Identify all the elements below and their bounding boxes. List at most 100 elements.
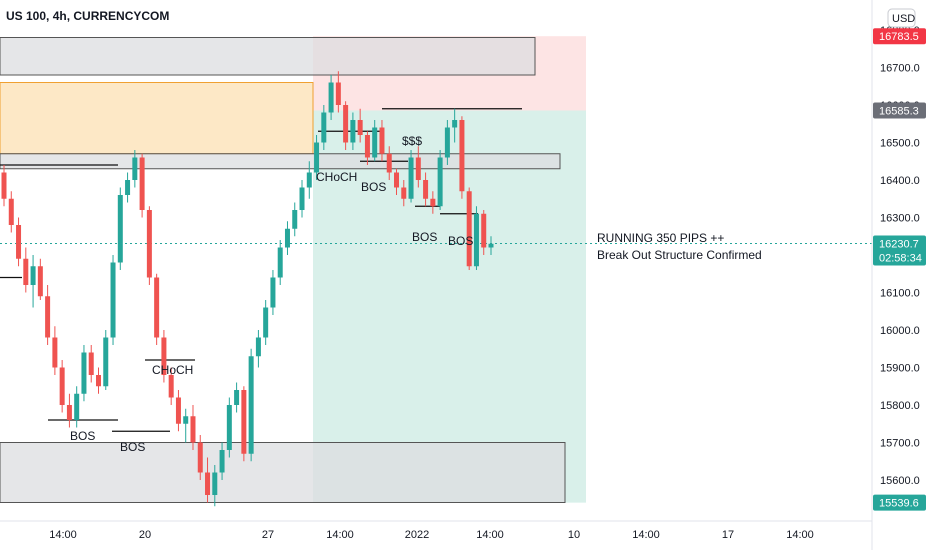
price-badge-value: 16783.5 bbox=[879, 31, 919, 43]
time-tick-label-3: 27 bbox=[262, 529, 274, 541]
candle-31 bbox=[219, 442, 225, 480]
candle-body bbox=[23, 258, 29, 285]
candle-47 bbox=[335, 71, 341, 113]
price-tick-label-2: 15700.0 bbox=[880, 438, 920, 450]
price-tick-label-8: 16300.0 bbox=[880, 213, 920, 225]
candle-body bbox=[314, 142, 320, 173]
price-badge-value: 16585.3 bbox=[879, 106, 919, 118]
candle-44 bbox=[314, 135, 320, 180]
candle-22 bbox=[154, 273, 160, 345]
gray-zone-bottom bbox=[0, 442, 566, 503]
candle-8 bbox=[52, 326, 58, 375]
price-badge-4: 15539.6 bbox=[873, 494, 926, 511]
price-badge-value: 16230.7 bbox=[879, 238, 919, 250]
candle-body bbox=[444, 127, 450, 158]
candle-11 bbox=[74, 386, 80, 428]
candle-7 bbox=[45, 285, 51, 345]
time-tick-label-1: 14:00 bbox=[49, 529, 77, 541]
candle-body bbox=[284, 228, 290, 248]
candle-body bbox=[270, 277, 276, 308]
candle-body bbox=[146, 210, 152, 278]
candle-17 bbox=[117, 187, 123, 270]
candle-64 bbox=[459, 116, 465, 199]
candle-body bbox=[1, 172, 7, 199]
annotation-bos-4: BOS bbox=[412, 230, 437, 244]
time-tick-label-9: 17 bbox=[722, 529, 734, 541]
candle-body bbox=[386, 153, 392, 173]
price-tick-label-3: 15800.0 bbox=[880, 400, 920, 412]
time-axis[interactable]: 14:00 20 27 14:00 2022 14:00 10 14:00 17 14:00 bbox=[49, 529, 814, 541]
candle-body bbox=[401, 187, 407, 199]
price-tick-label-1: 15600.0 bbox=[880, 475, 920, 487]
structure-lines bbox=[0, 108, 522, 432]
candle-body bbox=[372, 127, 378, 158]
candle-3 bbox=[16, 217, 22, 267]
candle-body bbox=[66, 405, 72, 420]
candle-body bbox=[343, 105, 349, 143]
candle-body bbox=[466, 191, 472, 267]
zones-layer bbox=[0, 36, 586, 503]
price-tick-label-4: 15900.0 bbox=[880, 363, 920, 375]
price-badge-2: 16585.3 bbox=[873, 102, 926, 119]
candle-4 bbox=[23, 247, 29, 293]
price-badge-1: 16783.5 bbox=[873, 28, 926, 45]
candle-body bbox=[154, 277, 160, 338]
candle-32 bbox=[226, 397, 232, 458]
candle-23 bbox=[161, 330, 167, 383]
candle-42 bbox=[299, 180, 305, 218]
candle-13 bbox=[88, 345, 94, 383]
currency-button-label[interactable]: USD bbox=[892, 13, 915, 25]
candle-body bbox=[408, 157, 414, 199]
candle-body bbox=[364, 135, 370, 158]
annotation-liquidity: $$$ bbox=[402, 134, 422, 148]
candle-36 bbox=[255, 330, 261, 368]
currency-button-box[interactable] bbox=[887, 8, 916, 28]
candle-body bbox=[277, 247, 283, 278]
candle-9 bbox=[59, 360, 65, 413]
candle-body bbox=[263, 307, 269, 338]
candle-15 bbox=[103, 330, 109, 390]
candle-57 bbox=[408, 150, 414, 203]
candle-12 bbox=[81, 345, 87, 402]
candle-68 bbox=[488, 236, 494, 255]
candle-1 bbox=[1, 165, 7, 207]
candle-body bbox=[299, 187, 305, 210]
candle-20 bbox=[139, 153, 145, 218]
candle-65 bbox=[466, 187, 472, 270]
candle-body bbox=[473, 213, 479, 267]
candle-body bbox=[212, 472, 218, 495]
candle-body bbox=[8, 198, 14, 225]
symbol-title[interactable]: US 100, 4h, CURRENCYCOM bbox=[6, 9, 169, 23]
candle-body bbox=[394, 172, 400, 188]
candle-39 bbox=[277, 240, 283, 285]
price-badge-value: 15539.6 bbox=[879, 498, 919, 510]
candle-26 bbox=[183, 408, 189, 443]
price-badge-box bbox=[873, 28, 926, 45]
candle-63 bbox=[452, 108, 458, 143]
candle-16 bbox=[110, 255, 116, 345]
candle-body bbox=[430, 198, 436, 207]
candle-25 bbox=[175, 390, 181, 432]
candle-body bbox=[205, 472, 211, 495]
candle-body bbox=[95, 375, 101, 387]
candle-60 bbox=[430, 191, 436, 214]
candle-body bbox=[197, 442, 203, 473]
candle-body bbox=[74, 393, 80, 420]
price-tick-label-12: 16700.0 bbox=[880, 63, 920, 75]
candle-46 bbox=[328, 75, 334, 120]
candle-body bbox=[30, 266, 36, 285]
currency-button[interactable]: USD bbox=[887, 8, 916, 28]
time-tick-label-4: 14:00 bbox=[326, 529, 354, 541]
price-badge-countdown: 02:58:34 bbox=[879, 252, 922, 264]
candle-body bbox=[52, 337, 58, 368]
target-zone bbox=[313, 110, 586, 503]
annotation-choch-1: CHoCH bbox=[316, 170, 357, 184]
candle-body bbox=[423, 180, 429, 199]
candle-45 bbox=[321, 105, 327, 150]
candle-body bbox=[234, 390, 240, 405]
candle-43 bbox=[306, 161, 312, 199]
candle-body bbox=[357, 120, 363, 135]
candle-6 bbox=[37, 258, 43, 300]
